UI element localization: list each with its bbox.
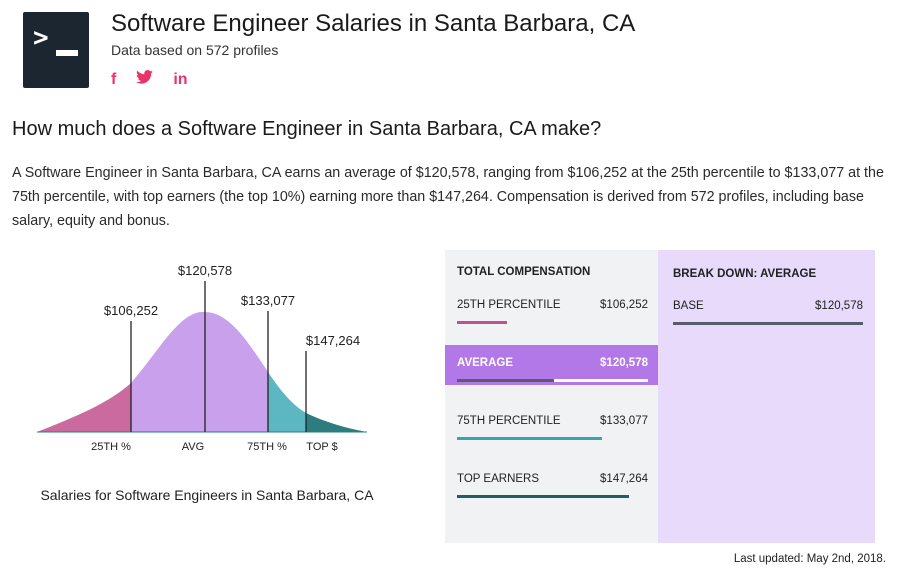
comp-row-top-earners[interactable]: TOP EARNERS $147,264 (445, 473, 658, 531)
comp-row-average[interactable]: AVERAGE $120,578 (445, 345, 658, 385)
facebook-icon[interactable]: f (111, 71, 117, 88)
comp-row-bar (457, 379, 648, 382)
total-compensation-panel (445, 250, 658, 543)
page-title: Software Engineer Salaries in Santa Barb… (111, 10, 636, 37)
comp-row-bar-fill (457, 379, 555, 382)
top-axis-label: TOP $ (306, 441, 337, 453)
company-logo: > (23, 12, 89, 88)
comp-row-bar (457, 437, 648, 440)
breakdown-header: BREAK DOWN: AVERAGE (673, 268, 817, 280)
terminal-cursor-icon (56, 50, 78, 56)
last-updated: Last updated: May 2nd, 2018. (733, 553, 886, 565)
page-subtitle: Data based on 572 profiles (111, 42, 279, 58)
comp-row-label: 75TH PERCENTILE (457, 415, 561, 427)
segment-avg (131, 311, 268, 432)
terminal-prompt-icon: > (33, 23, 49, 53)
segment-top (306, 413, 367, 432)
avg-value-label: $120,578 (178, 263, 232, 278)
comp-row-label: AVERAGE (457, 357, 514, 369)
comp-row-label: TOP EARNERS (457, 473, 540, 485)
breakdown-row-label: BASE (673, 300, 704, 312)
breakdown-row-value: $120,578 (815, 300, 863, 312)
salary-description: A Software Engineer in Santa Barbara, CA… (12, 165, 884, 229)
p75-axis-label: 75TH % (247, 441, 287, 453)
social-share-links: f in (111, 70, 188, 90)
segment-25th (37, 383, 131, 432)
comp-row-bar (457, 321, 648, 324)
segment-75th (268, 372, 306, 432)
comp-row-25th[interactable]: 25TH PERCENTILE $106,252 (445, 299, 658, 357)
comp-row-value: $133,077 (600, 415, 648, 427)
salary-distribution-chart: $106,252 $120,578 $133,077 $147,264 25TH… (37, 263, 367, 453)
total-compensation-header: TOTAL COMPENSATION (457, 266, 591, 278)
comp-row-value: $106,252 (600, 299, 648, 311)
comp-row-value: $120,578 (600, 357, 648, 369)
top-value-label: $147,264 (306, 333, 360, 348)
comp-row-label: 25TH PERCENTILE (457, 299, 561, 311)
breakdown-row-bar (673, 322, 863, 325)
comp-row-bar-fill (457, 321, 507, 324)
comp-row-bar (457, 495, 648, 498)
p25-axis-label: 25TH % (91, 441, 131, 453)
comp-row-bar-fill (457, 495, 629, 498)
p25-value-label: $106,252 (104, 303, 158, 318)
comp-row-bar-fill (457, 437, 603, 440)
breakdown-panel (658, 250, 875, 543)
section-heading: How much does a Software Engineer in San… (12, 118, 602, 140)
linkedin-icon[interactable]: in (173, 71, 188, 88)
chart-caption: Salaries for Software Engineers in Santa… (40, 487, 374, 503)
twitter-icon[interactable] (136, 70, 154, 90)
p75-value-label: $133,077 (241, 293, 295, 308)
comp-row-value: $147,264 (600, 473, 648, 485)
comp-row-75th[interactable]: 75TH PERCENTILE $133,077 (445, 415, 658, 473)
avg-axis-label: AVG (182, 441, 204, 453)
